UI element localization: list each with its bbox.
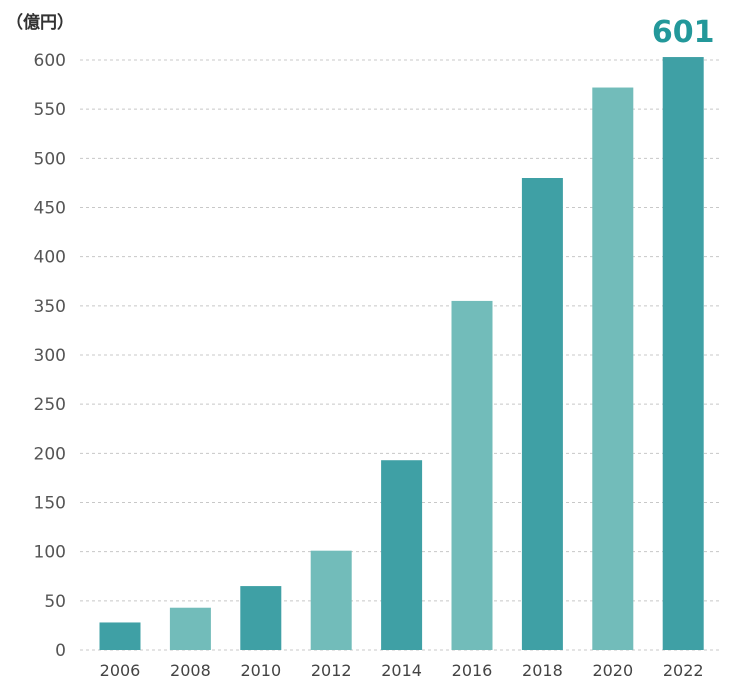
bar-2006 [99,622,141,650]
bar-2018 [521,178,563,650]
y-tick-label: 0 [55,641,66,661]
y-axis-ticks: 0 50 100 150 200 250 300 350 400 450 500 550 600 [34,51,66,661]
x-tick-label: 2020 [592,661,633,680]
y-tick-label: 550 [34,100,66,120]
x-tick-label: 2018 [522,661,563,680]
y-tick-label: 50 [44,592,66,612]
bar-2020 [592,87,634,651]
y-tick-label: 200 [34,444,66,464]
x-tick-label: 2016 [452,661,493,680]
x-tick-label: 2010 [240,661,281,680]
bars [99,57,704,651]
y-tick-label: 450 [34,199,66,219]
y-tick-label: 500 [34,149,66,169]
y-tick-label: 250 [34,395,66,415]
bar-2016 [451,300,493,650]
x-tick-label: 2006 [100,661,141,680]
y-tick-label: 350 [34,297,66,317]
bar-2022 [662,57,704,651]
y-tick-label: 300 [34,346,66,366]
y-axis-unit-label: （億円） [6,13,74,33]
y-tick-label: 400 [34,248,66,268]
x-tick-label: 2008 [170,661,211,680]
x-axis-ticks: 2006 2008 2010 2012 2014 2016 2018 2020 2022 [100,661,704,680]
x-tick-label: 2012 [311,661,352,680]
bar-2014 [381,460,423,650]
bar-2010 [240,586,282,650]
x-tick-label: 2014 [381,661,422,680]
bar-2012 [310,550,352,650]
y-tick-label: 600 [34,51,66,71]
highlight-value-label: 601 [652,15,715,50]
y-tick-label: 100 [34,543,66,563]
bar-2008 [169,607,211,650]
y-tick-label: 150 [34,494,66,514]
x-tick-label: 2022 [663,661,704,680]
